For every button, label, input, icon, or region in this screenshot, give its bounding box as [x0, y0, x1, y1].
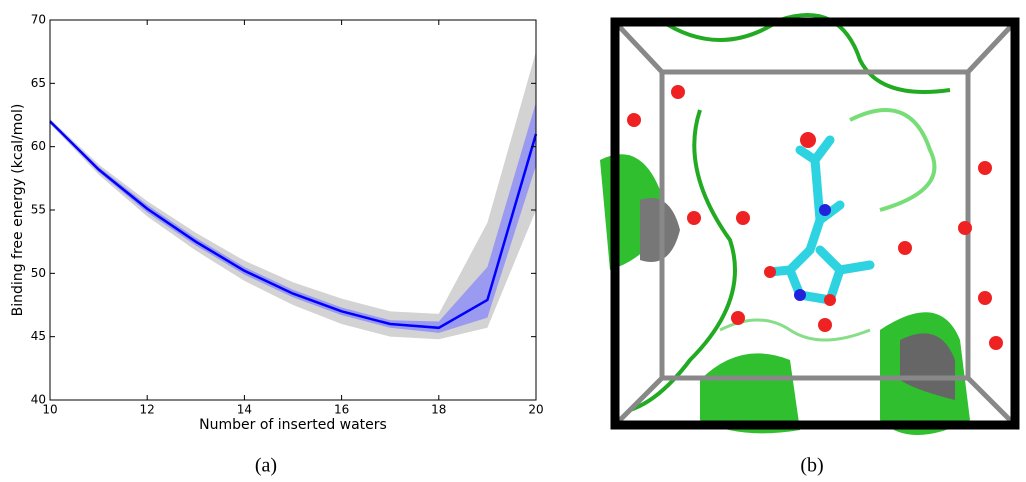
- x-tick-label: 18: [431, 403, 446, 417]
- molecular-render: [598, 8, 1026, 442]
- y-tick-label: 55: [31, 203, 46, 217]
- caption: (b): [800, 455, 823, 477]
- water: [989, 336, 1003, 350]
- water: [978, 291, 992, 305]
- water: [627, 113, 641, 127]
- x-tick-label: 12: [140, 403, 155, 417]
- page: 10121416182040455055606570 Number of ins…: [0, 0, 1026, 482]
- y-tick-label: 50: [31, 266, 46, 280]
- y-tick-label: 70: [31, 13, 46, 27]
- axes-frame: [50, 20, 536, 400]
- water: [800, 132, 816, 148]
- y-tick-label: 65: [31, 76, 46, 90]
- atom: [819, 204, 831, 216]
- atom: [764, 266, 776, 278]
- x-tick-label: 16: [334, 403, 349, 417]
- y-tick-label: 40: [31, 393, 46, 407]
- y-tick-label: 45: [31, 329, 46, 343]
- water: [687, 211, 701, 225]
- water: [978, 161, 992, 175]
- water: [958, 221, 972, 235]
- x-tick-label: 20: [528, 403, 543, 417]
- water: [736, 211, 750, 225]
- atom: [824, 294, 836, 306]
- y-axis-label: Binding free energy (kcal/mol): [10, 104, 26, 317]
- water: [898, 241, 912, 255]
- water: [731, 311, 745, 325]
- x-axis-label: Number of inserted waters: [199, 417, 387, 433]
- atom: [794, 289, 806, 301]
- water: [671, 85, 685, 99]
- caption: (a): [255, 455, 277, 477]
- figure: 10121416182040455055606570 Number of ins…: [0, 0, 1026, 482]
- x-tick-label: 14: [237, 403, 252, 417]
- water: [818, 318, 832, 332]
- y-tick-label: 60: [31, 139, 46, 153]
